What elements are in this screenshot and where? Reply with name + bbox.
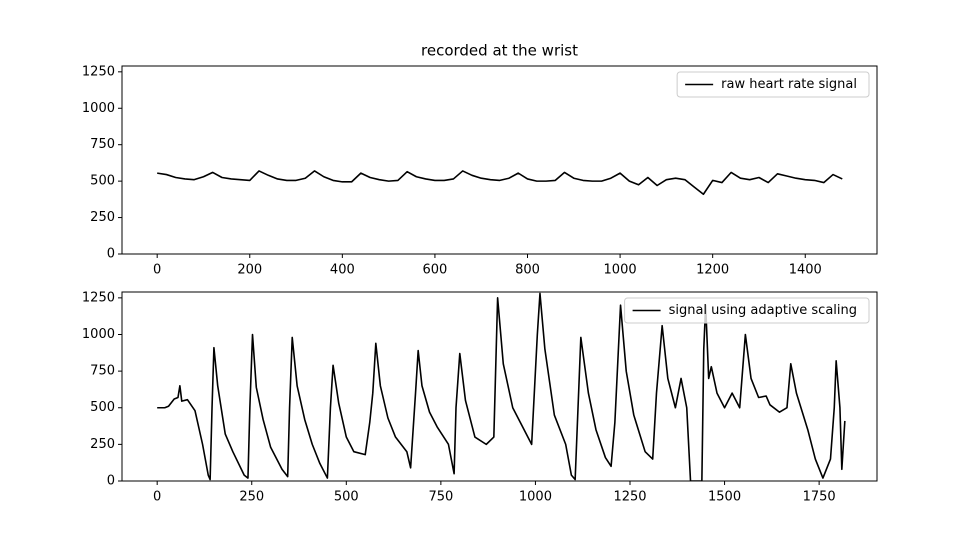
legend-box: [624, 297, 870, 324]
data-line: [157, 170, 843, 196]
legend-box: [676, 71, 870, 98]
x-tick-label: 600: [423, 263, 448, 278]
x-tick-label: 1000: [519, 490, 552, 505]
chart-title: recorded at the wrist: [421, 42, 578, 60]
x-tick-label: 200: [237, 263, 262, 278]
y-tick-label: 250: [90, 437, 115, 452]
y-tick-label: 1000: [82, 327, 115, 342]
x-tick-label: 1250: [613, 490, 646, 505]
y-tick-label: 750: [90, 137, 115, 152]
y-tick-label: 250: [90, 210, 115, 225]
x-tick-label: 1500: [708, 490, 741, 505]
y-tick-label: 0: [107, 474, 115, 489]
y-tick-label: 500: [90, 174, 115, 189]
x-tick-label: 500: [334, 490, 359, 505]
y-tick-label: 500: [90, 400, 115, 415]
x-tick-label: 800: [515, 263, 540, 278]
x-tick-label: 750: [428, 490, 453, 505]
axes-frame: [121, 291, 878, 482]
y-tick-label: 1000: [82, 101, 115, 116]
legend-label: signal using adaptive scaling: [669, 303, 857, 318]
x-tick-label: 0: [153, 490, 161, 505]
y-tick-label: 0: [107, 247, 115, 262]
x-tick-label: 250: [239, 490, 264, 505]
y-tick-label: 750: [90, 364, 115, 379]
x-tick-label: 1000: [604, 263, 637, 278]
x-tick-label: 1200: [696, 263, 729, 278]
x-tick-label: 1400: [789, 263, 822, 278]
x-tick-label: 1750: [803, 490, 836, 505]
legend-label: raw heart rate signal: [721, 77, 857, 92]
axes-frame: [121, 65, 878, 255]
y-tick-label: 1250: [82, 290, 115, 305]
y-tick-label: 1250: [82, 64, 115, 79]
x-tick-label: 0: [153, 263, 161, 278]
data-line: [157, 292, 846, 481]
x-tick-label: 400: [330, 263, 355, 278]
